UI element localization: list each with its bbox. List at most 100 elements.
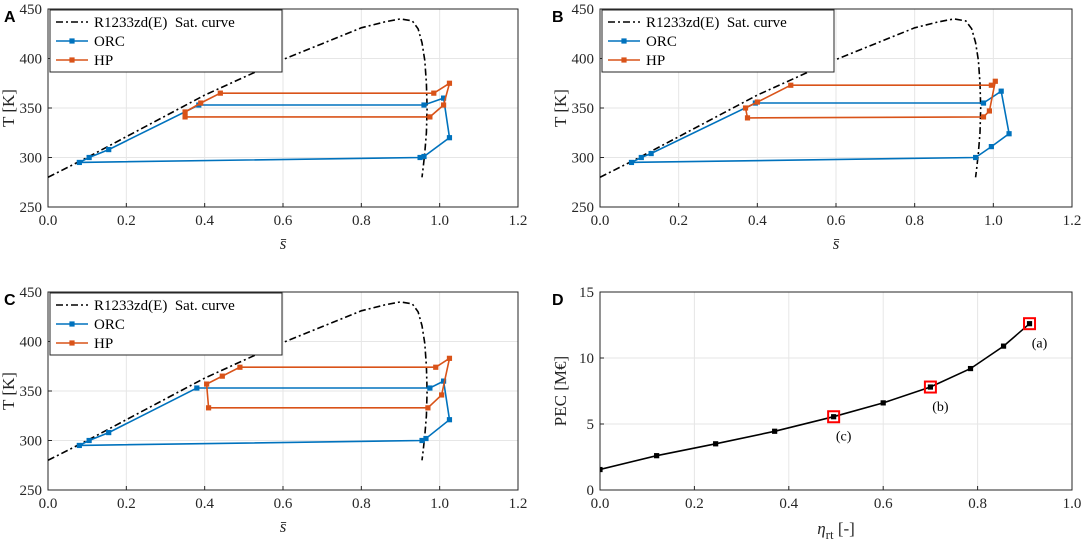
data-point <box>831 414 837 420</box>
data-point <box>1026 321 1033 327</box>
x-tick-label: 1.2 <box>509 213 528 229</box>
y-axis-label: T [K] <box>0 89 18 127</box>
x-axis-label: ηrt [-] <box>817 519 855 542</box>
data-point <box>988 144 994 150</box>
legend-marker <box>621 38 627 44</box>
data-point <box>439 392 445 398</box>
data-point <box>744 115 751 121</box>
data-point <box>76 442 82 449</box>
data-point <box>998 88 1004 94</box>
data-point <box>1000 343 1007 349</box>
legend-entry: R1233zd(E) Sat. curve <box>94 298 235 314</box>
x-tick-label: 1.2 <box>509 496 528 512</box>
legend-box <box>49 9 283 73</box>
data-point <box>973 154 979 161</box>
x-tick-label: 0.6 <box>274 496 293 512</box>
legend-marker <box>69 321 75 327</box>
legend-box <box>49 292 283 356</box>
data-point <box>986 108 992 114</box>
y-axis-label: PEC [M€] <box>551 356 570 426</box>
panel-letter: A <box>4 9 16 26</box>
point-annotation: (c) <box>836 430 852 445</box>
data-point <box>980 114 987 120</box>
data-point <box>446 80 453 86</box>
data-point <box>980 100 987 106</box>
y-tick-label: 15 <box>579 285 594 301</box>
data-point <box>431 90 437 96</box>
data-point <box>421 153 427 160</box>
y-axis-label: T [K] <box>0 372 18 410</box>
data-point <box>419 437 425 444</box>
panel-a: A 0.0 0.2 0.4 0.6 0.8 1.0 1.2 250 300 350 400 450 T [… <box>0 2 527 253</box>
y-tick-label: 350 <box>20 101 43 117</box>
legend-entry: HP <box>94 53 113 69</box>
data-point <box>76 159 82 166</box>
x-tick-label: 0.8 <box>352 496 371 512</box>
data-point <box>425 405 431 411</box>
data-point <box>106 146 112 153</box>
data-point <box>194 385 200 391</box>
legend-marker <box>69 340 75 346</box>
x-tick-label: 0.8 <box>352 213 371 229</box>
data-point <box>219 373 225 379</box>
legend-entry: ORC <box>94 34 125 50</box>
x-tick-label: 0.4 <box>779 496 798 512</box>
x-tick-label: 0.6 <box>274 213 293 229</box>
data-point <box>440 95 447 101</box>
x-tick-label: 0.8 <box>968 496 987 512</box>
data-point <box>654 453 660 459</box>
x-tick-label: 1.0 <box>1063 496 1082 512</box>
plot-area <box>600 18 1012 179</box>
data-point <box>86 154 92 161</box>
series-line-hp <box>205 356 451 409</box>
y-tick-label: 300 <box>572 151 595 167</box>
x-tick-label: 1.2 <box>1063 213 1082 229</box>
data-point <box>237 364 243 370</box>
data-point <box>638 154 644 161</box>
data-point <box>927 384 933 390</box>
panel-letter: B <box>552 9 564 26</box>
x-tick-label: 1.0 <box>430 496 449 512</box>
x-tick-label: 0.0 <box>39 213 58 229</box>
y-tick-label: 300 <box>20 434 43 450</box>
panel-letter: C <box>4 292 16 309</box>
legend: R1233zd(E) Sat. curve ORC HP <box>49 292 283 356</box>
panel-c: C 0.0 0.2 0.4 0.6 0.8 1.0 1.2 250 300 350 400 450 T [… <box>0 285 527 536</box>
plot-frame <box>47 291 519 491</box>
data-point <box>880 400 886 406</box>
series-line-r1233zde <box>48 18 428 179</box>
data-point <box>788 82 794 88</box>
legend-entry: ORC <box>646 34 677 50</box>
y-tick-label: 250 <box>20 200 43 216</box>
data-point <box>446 355 453 361</box>
x-tick-label: 0.4 <box>748 213 767 229</box>
data-point <box>988 82 994 88</box>
point-annotation: (a) <box>1032 337 1048 352</box>
y-axis-label: T [K] <box>551 89 570 127</box>
legend-box <box>601 9 835 73</box>
data-point <box>754 99 760 105</box>
y-tick-label: 0 <box>587 483 595 499</box>
x-tick-label: 0.2 <box>117 213 136 229</box>
y-tick-label: 350 <box>20 384 43 400</box>
legend-entry: HP <box>94 336 113 352</box>
y-tick-label: 300 <box>20 151 43 167</box>
legend-marker <box>69 38 75 44</box>
x-tick-label: 1.0 <box>430 213 449 229</box>
plot-area <box>48 301 453 462</box>
data-point <box>182 114 188 120</box>
panel-d: D 0.0 0.2 0.4 0.6 0.8 1.0 0 5 10 15 PEC [M€] ηrt [-]… <box>551 285 1081 542</box>
panel-b: B 0.0 0.2 0.4 0.6 0.8 1.0 1.2 250 300 350 400 450 T [… <box>551 2 1081 253</box>
legend-entry: R1233zd(E) Sat. curve <box>646 15 787 31</box>
data-point <box>217 90 223 96</box>
series-line-orc <box>631 89 1010 164</box>
data-point <box>106 429 112 436</box>
data-point <box>1006 131 1012 137</box>
data-point <box>742 105 749 111</box>
data-point <box>198 100 204 106</box>
data-point <box>86 437 92 444</box>
data-point <box>967 365 974 372</box>
x-axis-label: s̄ <box>833 234 840 253</box>
legend-entry: ORC <box>94 317 125 333</box>
data-point <box>427 385 433 391</box>
